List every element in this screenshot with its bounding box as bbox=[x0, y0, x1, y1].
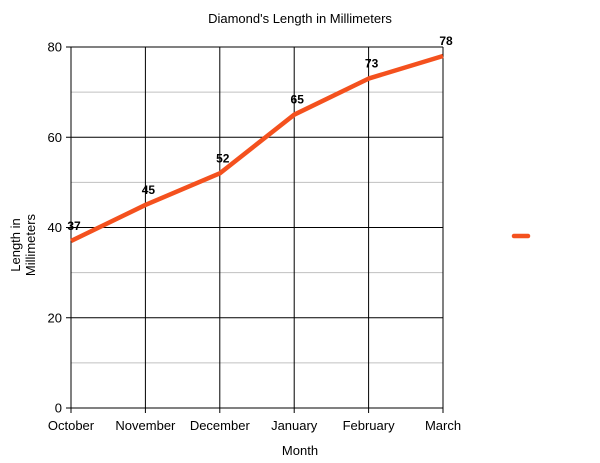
x-tick-label: March bbox=[425, 418, 461, 433]
x-tick-label: February bbox=[343, 418, 396, 433]
y-axis-title-line-1: Length in bbox=[8, 218, 23, 272]
y-tick-label: 20 bbox=[48, 310, 62, 325]
data-label: 78 bbox=[439, 34, 453, 48]
y-axis-title: Length in Millimeters bbox=[8, 213, 38, 276]
y-tick-label: 40 bbox=[48, 220, 62, 235]
series-lines bbox=[70, 53, 444, 244]
y-tick-label: 0 bbox=[55, 401, 62, 416]
data-label: 45 bbox=[142, 183, 156, 197]
y-tick-label: 60 bbox=[48, 130, 62, 145]
data-label: 52 bbox=[216, 151, 230, 165]
x-tick-label: December bbox=[190, 418, 251, 433]
data-label: 65 bbox=[291, 93, 305, 107]
data-labels: 37 45 52 65 73 78 bbox=[67, 34, 453, 233]
axes: 0 20 40 60 80 October November December January F… bbox=[48, 40, 462, 434]
grid bbox=[66, 46, 444, 413]
x-axis-title: Month bbox=[282, 443, 318, 458]
data-label: 37 bbox=[67, 219, 81, 233]
x-tick-label: October bbox=[48, 418, 95, 433]
series-line bbox=[70, 53, 444, 244]
data-label: 73 bbox=[365, 57, 379, 71]
y-tick-label: 80 bbox=[48, 40, 62, 55]
y-axis-title-line-2: Millimeters bbox=[23, 213, 38, 276]
chart-title: Diamond's Length in Millimeters bbox=[208, 11, 392, 26]
x-tick-label: January bbox=[271, 418, 318, 433]
x-tick-label: November bbox=[115, 418, 176, 433]
